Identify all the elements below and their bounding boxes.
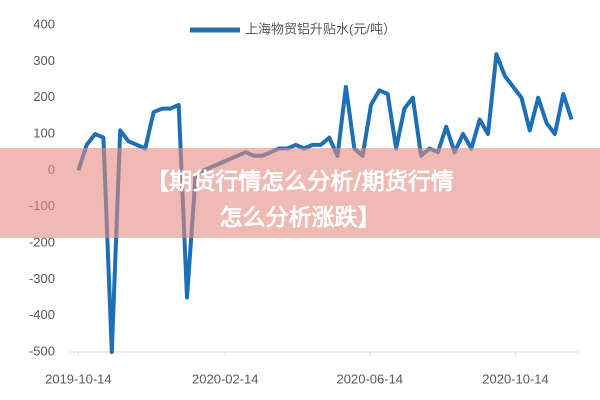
data-line [76, 52, 574, 354]
y-tick-label: 300 [33, 53, 55, 68]
x-tick-label: 2020-02-14 [192, 371, 259, 386]
y-tick-label: 400 [33, 16, 55, 31]
x-tick-label: 2019-10-14 [45, 371, 112, 386]
banner-background [0, 148, 600, 238]
banner-line: 怎么分析涨跌】 [220, 204, 381, 231]
y-tick-label: -500 [29, 343, 55, 358]
y-tick-label: -400 [29, 307, 55, 322]
banner-text: 【期货行情怎么分析/期货行情怎么分析涨跌】 [146, 168, 453, 231]
x-tick-label: 2020-06-14 [337, 371, 404, 386]
legend-label: 上海物贸铝升贴水(元/吨） [245, 21, 396, 36]
y-tick-label: -200 [29, 234, 55, 249]
y-tick-label: 200 [33, 89, 55, 104]
y-tick-label: 100 [33, 125, 55, 140]
banner-line: 【期货行情怎么分析/期货行情 [146, 168, 453, 195]
y-tick-label: -300 [29, 271, 55, 286]
x-tick-label: 2020-10-14 [482, 371, 549, 386]
